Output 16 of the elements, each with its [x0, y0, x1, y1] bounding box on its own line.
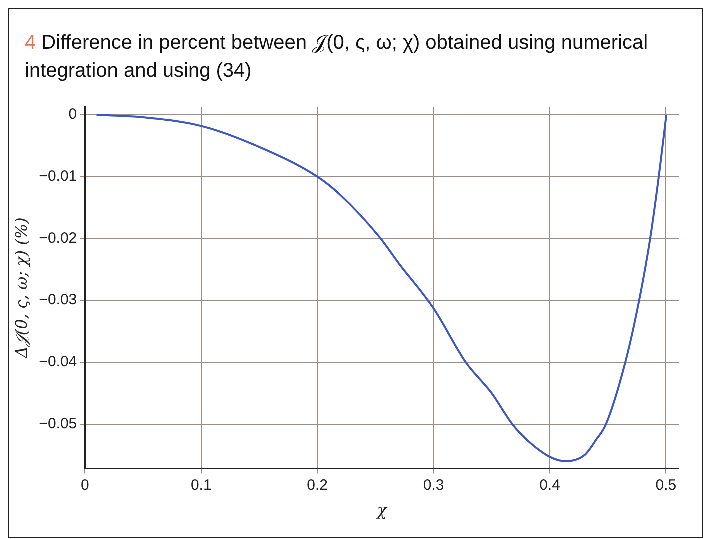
y-tick-label: −0.03	[39, 292, 78, 309]
x-axis-title: χ	[376, 500, 388, 520]
y-tick-label: −0.02	[39, 230, 78, 247]
x-tick-label: 0.3	[423, 476, 444, 494]
y-tick-label: −0.04	[39, 354, 78, 371]
y-axis-title: Δ𝒥(0, ς, ω; χ) (%)	[12, 218, 31, 360]
x-tick-label: 0.5	[656, 476, 677, 494]
chart-title: 4 Difference in percent between 𝒥(0, ς, ω; χ) obtained using numerical integration and using (34)	[25, 32, 648, 82]
y-tick-label: −0.01	[39, 168, 78, 186]
line-series	[96, 114, 668, 462]
y-tick-label: 0	[68, 106, 78, 124]
y-tick-label: −0.05	[39, 415, 78, 432]
x-tick-label: 0.1	[190, 476, 212, 494]
x-tick-label: 0.2	[307, 476, 328, 494]
x-tick-label: 0	[80, 476, 90, 494]
x-tick-label: 0.4	[540, 476, 560, 494]
